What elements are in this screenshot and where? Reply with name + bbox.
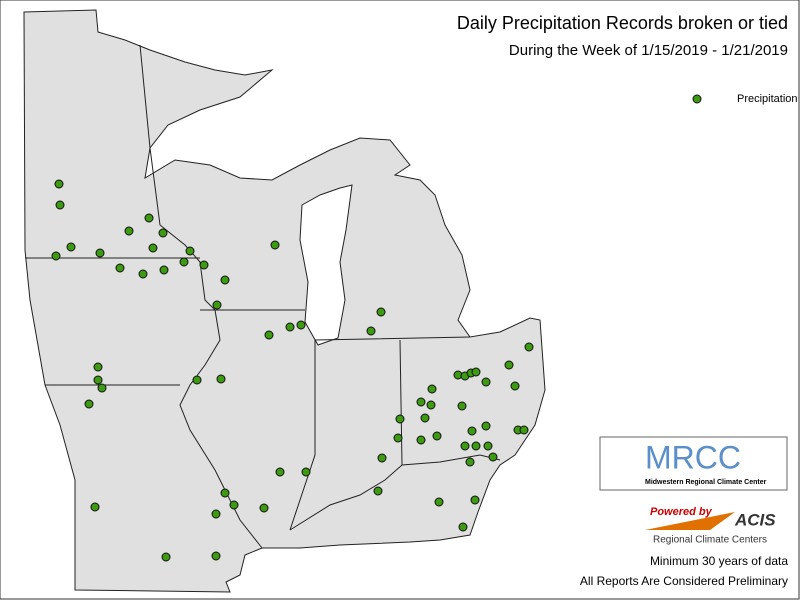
station-dot	[90, 502, 100, 512]
station-dot	[192, 375, 202, 385]
station-dot	[115, 263, 125, 273]
station-dot	[481, 377, 491, 387]
station-dot	[220, 488, 230, 498]
station-dot	[432, 431, 442, 441]
note: Minimum 30 years of data	[650, 554, 788, 568]
acis-subtitle: Regional Climate Centers	[653, 535, 767, 546]
acis-swoosh	[645, 512, 735, 530]
station-dot	[275, 467, 285, 477]
station-dot	[124, 226, 134, 236]
acis-name: ACIS	[734, 510, 776, 529]
station-dot	[179, 257, 189, 267]
station-dot	[519, 425, 529, 435]
station-dot	[377, 453, 387, 463]
station-dot	[416, 397, 426, 407]
station-dot	[144, 213, 154, 223]
mrcc-full-name: Midwestern Regional Climate Center	[645, 479, 767, 486]
station-dot	[393, 433, 403, 443]
station-dot	[84, 399, 94, 409]
region	[23, 9, 546, 593]
station-dot	[434, 497, 444, 507]
station-dot	[488, 452, 498, 462]
station-dot	[216, 374, 226, 384]
station-dot	[458, 522, 468, 532]
station-dot	[510, 381, 520, 391]
station-dot	[93, 375, 103, 385]
station-dot	[481, 421, 491, 431]
acis-powered-by: Powered by	[650, 506, 713, 518]
station-dot	[220, 275, 230, 285]
lake-michigan	[299, 184, 353, 346]
station-dot	[467, 426, 477, 436]
mrcc-logo	[599, 436, 788, 491]
station-dot	[51, 251, 61, 261]
legend-marker	[692, 94, 702, 104]
station-dot	[376, 307, 386, 317]
state-borders	[25, 44, 501, 549]
station-dot	[161, 552, 171, 562]
station-dot	[483, 441, 493, 451]
station-dot	[229, 500, 239, 510]
station-dot	[148, 243, 158, 253]
station-dot	[66, 242, 76, 252]
station-dot	[95, 248, 105, 258]
station-dot	[138, 269, 148, 279]
station-dot	[211, 509, 221, 519]
station-dot	[259, 503, 269, 513]
station-dot	[504, 360, 514, 370]
station-dot	[470, 495, 480, 505]
station-dot	[301, 467, 311, 477]
station-dot	[54, 179, 64, 189]
station-dot	[264, 330, 274, 340]
mrcc-name: MRCC	[645, 439, 741, 475]
note: All Reports Are Considered Preliminary	[580, 574, 788, 588]
station-dot	[460, 441, 470, 451]
station-dot	[212, 300, 222, 310]
station-dot	[296, 320, 306, 330]
station-dot	[366, 326, 376, 336]
map-title: Daily Precipitation Records broken or ti…	[457, 13, 788, 33]
station-dot	[373, 486, 383, 496]
station-dot	[426, 400, 436, 410]
station-dot	[471, 441, 481, 451]
station-dot	[270, 240, 280, 250]
station-dot	[159, 265, 169, 275]
station-dot	[416, 435, 426, 445]
station-dot	[211, 551, 221, 561]
station-dot	[55, 200, 65, 210]
station-dot	[524, 342, 534, 352]
station-dot	[427, 384, 437, 394]
station-dot	[471, 367, 481, 377]
station-dot	[395, 414, 405, 424]
station-dot	[465, 457, 475, 467]
station-dot	[158, 228, 168, 238]
station-dot	[97, 383, 107, 393]
station-dot	[420, 413, 430, 423]
map-subtitle: During the Week of 1/15/2019 - 1/21/2019	[509, 42, 788, 59]
legend-label: Precipitation	[737, 93, 798, 105]
station-dot	[285, 322, 295, 332]
station-dot	[93, 362, 103, 372]
station-dot	[185, 246, 195, 256]
station-dot	[457, 401, 467, 411]
station-dot	[199, 260, 209, 270]
